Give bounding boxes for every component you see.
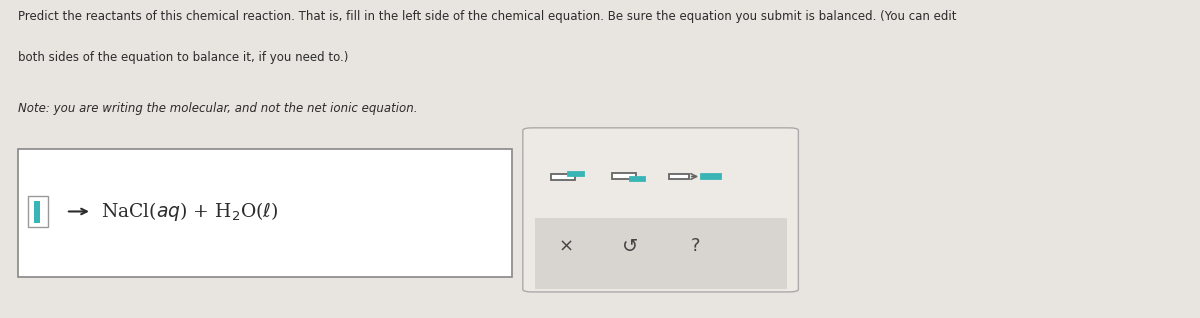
FancyBboxPatch shape (523, 128, 798, 292)
FancyBboxPatch shape (612, 173, 636, 179)
Text: ?: ? (691, 238, 701, 255)
Text: ↺: ↺ (622, 237, 638, 256)
FancyBboxPatch shape (18, 149, 512, 277)
FancyBboxPatch shape (535, 218, 787, 289)
FancyBboxPatch shape (668, 174, 689, 179)
Text: both sides of the equation to balance it, if you need to.): both sides of the equation to balance it… (18, 51, 348, 64)
Text: Note: you are writing the molecular, and not the net ionic equation.: Note: you are writing the molecular, and… (18, 102, 418, 115)
FancyBboxPatch shape (630, 177, 646, 181)
FancyBboxPatch shape (34, 201, 40, 223)
FancyBboxPatch shape (701, 174, 721, 179)
Text: Predict the reactants of this chemical reaction. That is, fill in the left side : Predict the reactants of this chemical r… (18, 10, 956, 23)
Text: ×: × (559, 238, 574, 255)
FancyBboxPatch shape (551, 174, 575, 180)
FancyBboxPatch shape (569, 172, 583, 176)
FancyBboxPatch shape (29, 196, 48, 227)
Text: NaCl($aq$) + H$_2$O($\ell$): NaCl($aq$) + H$_2$O($\ell$) (101, 200, 278, 223)
